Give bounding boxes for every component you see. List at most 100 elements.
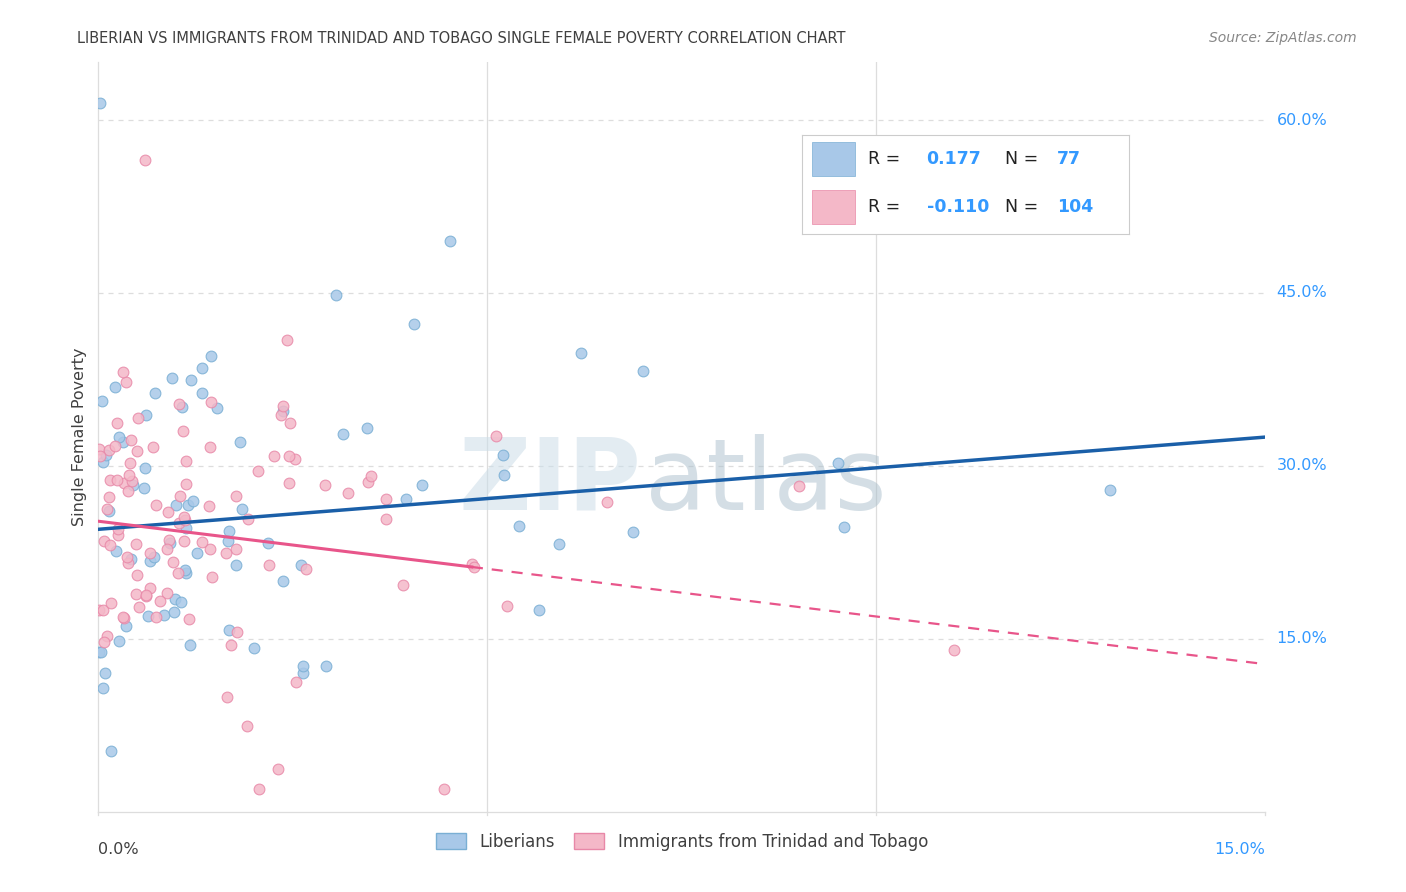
Point xyxy=(463,560,485,574)
Point xyxy=(207,401,229,415)
Point xyxy=(145,386,167,401)
Point xyxy=(89,603,111,617)
Point xyxy=(122,478,145,492)
Point xyxy=(107,528,129,542)
Point xyxy=(160,371,183,385)
Point xyxy=(183,494,205,508)
Point xyxy=(290,558,312,573)
Text: atlas: atlas xyxy=(644,434,886,531)
Point xyxy=(138,609,160,624)
Point xyxy=(596,495,619,509)
Point xyxy=(111,435,134,450)
Point xyxy=(142,440,165,454)
Text: 0.177: 0.177 xyxy=(927,151,981,169)
Point xyxy=(827,456,849,470)
Point xyxy=(166,566,188,580)
Point xyxy=(270,408,292,422)
Point xyxy=(127,444,149,458)
Point xyxy=(257,536,280,550)
Point xyxy=(356,475,378,489)
Point xyxy=(527,603,550,617)
Point xyxy=(360,469,382,483)
Point xyxy=(356,421,378,435)
Point xyxy=(174,566,197,580)
Point xyxy=(174,477,197,491)
Point xyxy=(139,546,162,560)
Point xyxy=(89,95,111,110)
Point xyxy=(94,665,117,680)
Point xyxy=(257,558,280,572)
Point xyxy=(402,317,425,331)
Point xyxy=(162,555,184,569)
Point xyxy=(104,380,127,394)
Point xyxy=(271,404,294,418)
Point xyxy=(149,594,172,608)
Point xyxy=(118,468,141,483)
Point xyxy=(433,781,456,796)
Point xyxy=(125,587,148,601)
Point xyxy=(96,629,118,643)
Point xyxy=(90,645,112,659)
Point xyxy=(96,501,118,516)
Text: R =: R = xyxy=(868,198,900,216)
Point xyxy=(139,581,162,595)
Point xyxy=(217,690,239,704)
Text: N =: N = xyxy=(1005,198,1038,216)
Point xyxy=(117,556,139,570)
Point xyxy=(190,361,212,376)
Point xyxy=(156,505,179,519)
Point xyxy=(159,535,181,549)
Point xyxy=(217,533,239,548)
Point xyxy=(98,538,121,552)
Point xyxy=(132,481,155,495)
Legend: Liberians, Immigrants from Trinidad and Tobago: Liberians, Immigrants from Trinidad and … xyxy=(429,826,935,857)
Point xyxy=(139,554,162,568)
Point xyxy=(943,643,966,657)
Point xyxy=(173,424,195,438)
Point xyxy=(247,464,270,478)
Point xyxy=(87,645,110,659)
Point xyxy=(631,364,654,378)
Text: 15.0%: 15.0% xyxy=(1277,632,1327,647)
Point xyxy=(200,394,222,409)
Point xyxy=(104,439,127,453)
Point xyxy=(135,590,157,604)
Point xyxy=(215,546,238,560)
Point xyxy=(273,574,295,588)
Point xyxy=(169,595,191,609)
Point xyxy=(278,450,301,464)
Point xyxy=(125,537,148,551)
Point xyxy=(225,489,247,503)
Text: 30.0%: 30.0% xyxy=(1277,458,1327,474)
Point xyxy=(104,544,127,558)
Point xyxy=(127,411,149,425)
Point xyxy=(278,416,301,430)
Point xyxy=(263,449,285,463)
Point xyxy=(179,639,201,653)
Text: N =: N = xyxy=(1005,151,1038,169)
Point xyxy=(89,449,111,463)
Point xyxy=(112,476,135,491)
Point xyxy=(163,605,186,619)
Point xyxy=(98,473,121,487)
Point xyxy=(218,524,240,539)
Point xyxy=(156,586,179,600)
Point xyxy=(91,455,114,469)
Point xyxy=(112,610,135,624)
Point xyxy=(229,435,252,450)
Point xyxy=(112,611,135,625)
Point xyxy=(787,479,810,493)
Text: 77: 77 xyxy=(1057,151,1081,169)
Point xyxy=(278,475,301,490)
Point xyxy=(107,522,129,536)
Text: 60.0%: 60.0% xyxy=(1277,112,1327,128)
Text: LIBERIAN VS IMMIGRANTS FROM TRINIDAD AND TOBAGO SINGLE FEMALE POVERTY CORRELATIO: LIBERIAN VS IMMIGRANTS FROM TRINIDAD AND… xyxy=(77,31,846,46)
Point xyxy=(179,612,201,626)
Point xyxy=(236,719,259,733)
Point xyxy=(156,542,179,557)
Point xyxy=(291,658,314,673)
Point xyxy=(284,452,307,467)
Point xyxy=(135,408,157,422)
Point xyxy=(243,641,266,656)
Point xyxy=(114,376,136,390)
